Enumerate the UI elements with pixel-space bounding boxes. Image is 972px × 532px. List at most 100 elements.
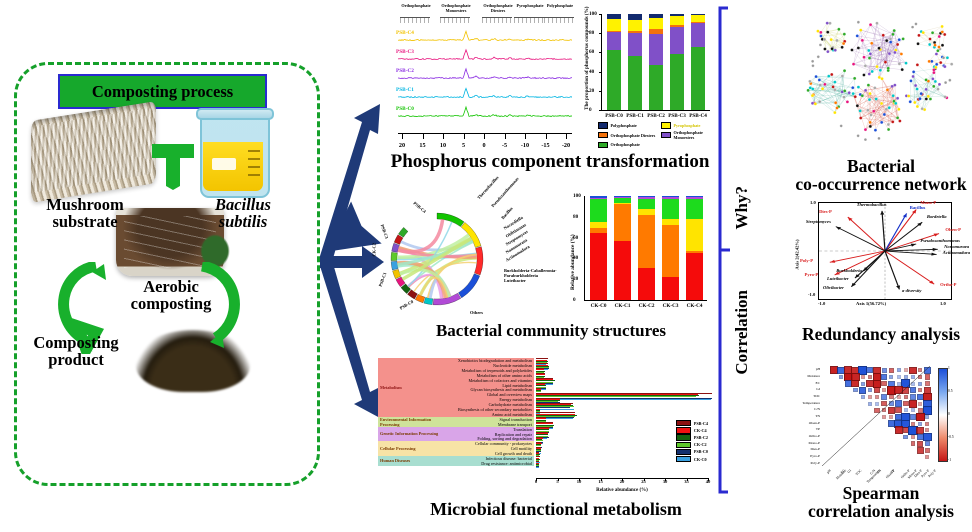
- cooccurrence-network-svg: [792, 2, 970, 154]
- nmr-panel-title: Phosphorus component transformation: [376, 152, 724, 172]
- abundance-ytick: 80: [573, 214, 578, 220]
- legend-swatch: [676, 456, 691, 462]
- phosphorus-chart-ylabel: The proportion of phosphorus compounds (…: [584, 14, 590, 110]
- abundance-bar: [590, 196, 607, 300]
- nmr-tick-mark: [464, 134, 465, 139]
- phosphorus-bar-segment: [607, 19, 621, 31]
- phosphorus-ytick: 20: [589, 88, 594, 94]
- mushroom-substrate-label: Mushroom substrate: [10, 196, 160, 231]
- spearman-panel-title: Spearman correlation analysis: [790, 484, 972, 521]
- kegg-xtick-mark: [558, 478, 559, 481]
- spearman-row-label: Poly-P: [794, 461, 820, 465]
- rda-vector-label: Dies-P: [819, 209, 832, 214]
- nmr-trace-label: PSB-C0: [396, 106, 414, 112]
- spearman-column-label: pH: [825, 469, 831, 475]
- phosphorus-legend-item: Orthophosphate Diesters: [598, 130, 657, 140]
- abundance-bar-segment: [638, 215, 655, 269]
- nmr-structure-glyph: [514, 17, 544, 23]
- nmr-structure-glyph: [482, 17, 512, 23]
- chord-diagram-svg: [382, 204, 492, 314]
- legend-swatch: [598, 142, 608, 149]
- phosphorus-legend-item: Polyphosphate: [598, 122, 657, 129]
- nmr-tick-label: 10: [440, 142, 446, 149]
- phosphorus-bar-segment: [670, 27, 684, 54]
- phosphorus-bar-xlabel: PSB-C3: [668, 113, 686, 119]
- legend-swatch: [676, 442, 691, 448]
- phosphorus-ytick-mark: [599, 33, 603, 34]
- phosphorus-ytick-mark: [599, 72, 603, 73]
- phosphorus-bar-segment: [628, 56, 642, 110]
- kegg-row-label: Drug resistance: antimicrobial: [442, 461, 534, 466]
- phosphorus-bar: [691, 14, 705, 110]
- kegg-category: Environmental Information Processing: [378, 417, 442, 427]
- nmr-structure-glyph: [440, 17, 470, 23]
- relative-abundance-chart: Relative abundance (%) CK-C0 CK-C1 CK-C2 CK…: [562, 190, 714, 330]
- kegg-xtick-mark: [601, 478, 602, 481]
- composting-product-label: Composting product: [14, 334, 138, 369]
- phosphorus-chart-legend: Polyphosphate Pyrophosphate Orthophosphate…: [598, 122, 720, 148]
- mixing-down-arrow-icon: [150, 140, 196, 190]
- nmr-trace-lines: [398, 26, 572, 130]
- rda-vector-label: Luteibacter: [827, 276, 849, 281]
- spearman-row-label: Temperature: [794, 401, 820, 405]
- phosphorus-legend-item: Pyrophosphate: [661, 122, 720, 129]
- spearman-colorbar-tick: 1: [948, 366, 950, 370]
- phosphorus-bar-segment: [670, 16, 684, 25]
- phosphorus-ytick: 40: [589, 69, 594, 75]
- kegg-function-chart: Metabolism Xenobiotics biodegradation and…: [378, 358, 714, 498]
- legend-swatch: [598, 132, 608, 139]
- spearman-row-label: TP: [794, 427, 820, 431]
- nmr-trace-label: PSB-C4: [396, 30, 414, 36]
- kegg-legend-item: CK-C4: [676, 427, 708, 433]
- phosphorus-bar: [649, 14, 663, 110]
- bacterial-chord-diagram: Thermobacillus Pseudoxanthomonas Bacillus N…: [374, 188, 564, 328]
- kegg-legend-item: PSB-C2: [676, 434, 708, 440]
- spearman-column-label: TOC: [855, 469, 863, 477]
- kegg-category-label: Genetic Information Processing: [380, 431, 438, 436]
- rda-axis-label: -1.0: [808, 292, 815, 297]
- nmr-structure-glyph: [544, 17, 574, 23]
- rda-axis-label: 1.0: [810, 200, 816, 205]
- rda-vector-label: Pseudoxanthomonas: [920, 238, 960, 243]
- abundance-bar: [614, 196, 631, 300]
- rda-panel: Mono-P Dies-P Olsen-P Poly-P Pyro-P Ortho-P Ba…: [798, 196, 966, 318]
- rda-vector-label: Streptomyces: [806, 219, 831, 224]
- abundance-bar-segment: [638, 268, 655, 300]
- phosphorus-chart-plot: PSB-C0 PSB-C1 PSB-C2 PSB-C3 PSB-C4 0 20 40 60 80 1…: [601, 14, 710, 111]
- kegg-category-label: Environmental Information Processing: [380, 417, 442, 427]
- nmr-region-header: Polyphosphate: [541, 4, 579, 9]
- nmr-region-header: Orthophosphate: [397, 4, 435, 9]
- nmr-tick-mark: [423, 134, 424, 139]
- kegg-xtick-mark: [579, 478, 580, 481]
- nmr-trace-label: PSB-C3: [396, 49, 414, 55]
- legend-swatch: [676, 449, 691, 455]
- legend-label: PSB-C2: [694, 435, 708, 440]
- abundance-bar-segment: [662, 199, 679, 219]
- spearman-row-label: Dies-P: [794, 447, 820, 451]
- abundance-ytick: 20: [573, 276, 578, 282]
- legend-label: CK-C4: [694, 428, 707, 433]
- spearman-diagonal: [822, 366, 930, 466]
- abundance-bar-segment: [638, 199, 655, 208]
- kegg-panel-title: Microbial functional metabolism: [386, 500, 726, 519]
- kegg-category-label: Human Diseases: [380, 458, 410, 463]
- kegg-xtick-mark: [708, 478, 709, 481]
- spearman-row-label: Moisture: [794, 374, 820, 378]
- phosphorus-bar-segment: [691, 15, 705, 22]
- phosphorus-bar-xlabel: PSB-C2: [647, 113, 665, 119]
- phosphorus-ytick-mark: [599, 91, 603, 92]
- abundance-bar-segment: [614, 204, 631, 241]
- phosphorus-bar-segment: [691, 47, 705, 110]
- phosphorus-bar-segment: [628, 33, 642, 56]
- nmr-tick-mark: [525, 134, 526, 139]
- spearman-row-label: pH: [794, 367, 820, 371]
- abundance-xlabel: CK-C3: [663, 303, 679, 309]
- nmr-tick-mark: [566, 134, 567, 139]
- spearman-row-label: GI: [794, 387, 820, 391]
- chord-genus-label: Luteibacter: [504, 278, 526, 283]
- abundance-xlabel: CK-C0: [591, 303, 607, 309]
- abundance-ytick: 40: [573, 255, 578, 261]
- abundance-bar-segment: [662, 277, 679, 300]
- kegg-xlabel: Relative abundance (%): [536, 488, 708, 493]
- spearman-colorbar-tick: -0.5: [948, 435, 954, 439]
